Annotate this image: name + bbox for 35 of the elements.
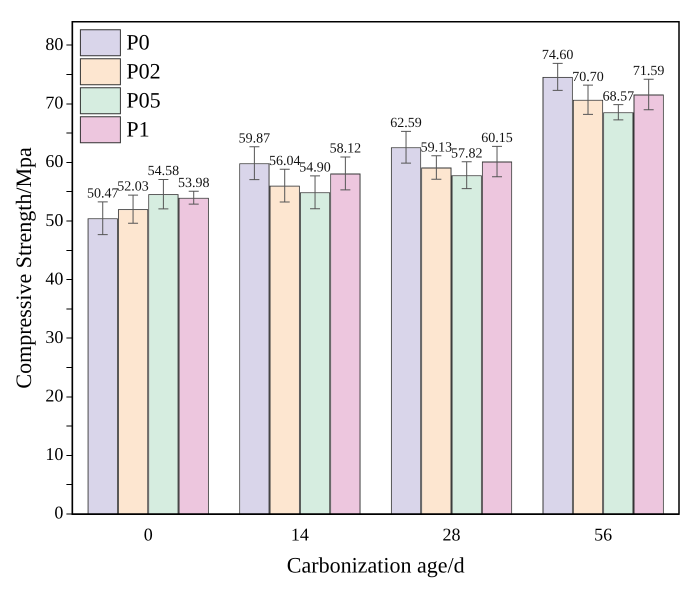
y-tick-label: 30 xyxy=(45,326,64,347)
data-label: 57.82 xyxy=(450,146,482,162)
data-label: 68.57 xyxy=(602,89,634,104)
y-tick-label: 80 xyxy=(45,34,64,54)
x-tick-label: 28 xyxy=(442,524,461,545)
y-axis-title: Compressive Strength/Mpa xyxy=(10,146,36,389)
y-tick-label: 70 xyxy=(45,92,64,113)
x-tick-label: 14 xyxy=(290,524,309,545)
data-label: 52.03 xyxy=(117,180,149,195)
legend-label: P1 xyxy=(126,116,150,142)
data-label: 54.58 xyxy=(148,164,180,180)
x-tick-label: 0 xyxy=(144,524,153,545)
x-tick-label: 56 xyxy=(594,524,612,545)
data-label: 54.90 xyxy=(299,160,331,176)
y-tick-label: 20 xyxy=(45,386,64,406)
data-label: 58.12 xyxy=(330,142,362,157)
data-label: 60.15 xyxy=(481,130,513,146)
x-axis-title: Carbonization age/d xyxy=(286,552,465,578)
legend-label: P0 xyxy=(126,30,150,55)
data-label: 74.60 xyxy=(542,48,574,64)
data-label: 62.59 xyxy=(390,116,422,132)
data-label: 59.13 xyxy=(420,140,452,156)
data-label: 50.47 xyxy=(86,186,118,202)
legend-label: P05 xyxy=(126,88,161,113)
y-tick-label: 60 xyxy=(45,151,64,172)
data-label: 53.98 xyxy=(178,176,210,191)
data-label: 70.70 xyxy=(572,70,604,85)
y-tick-label: 40 xyxy=(45,268,64,288)
data-label: 71.59 xyxy=(632,64,664,79)
y-tick-label: 50 xyxy=(45,210,64,230)
legend-label: P02 xyxy=(126,58,161,84)
y-tick-label: 0 xyxy=(54,502,64,523)
data-label: 56.04 xyxy=(268,154,300,169)
data-label: 59.87 xyxy=(238,131,270,146)
y-tick-label: 10 xyxy=(45,444,64,464)
